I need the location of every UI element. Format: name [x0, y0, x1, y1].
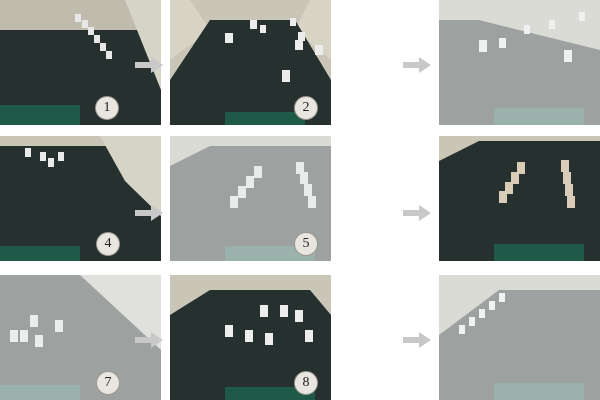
scene-frame-6: [439, 136, 600, 261]
scene-frame-1: 1: [0, 0, 161, 125]
step-number-badge: 8: [294, 371, 318, 395]
room-scene: [439, 136, 600, 261]
room-scene: [439, 275, 600, 400]
step-number-badge: 7: [96, 371, 120, 395]
arrow-right-icon: [403, 205, 431, 221]
step-number-badge: 5: [294, 232, 318, 256]
scene-frame-5: 5: [170, 136, 331, 261]
room-scene: [0, 0, 161, 125]
scene-frame-4: 4: [0, 136, 161, 261]
scene-frame-9: [439, 275, 600, 400]
room-scene: [0, 136, 161, 261]
step-number-badge: 2: [294, 96, 318, 120]
step-number-badge: 4: [96, 232, 120, 256]
arrow-right-icon: [403, 57, 431, 73]
scene-frame-3: [439, 0, 600, 125]
step-number-badge: 1: [95, 96, 119, 120]
arrow-right-icon: [135, 57, 163, 73]
arrow-right-icon: [135, 332, 163, 348]
room-scene: [439, 0, 600, 125]
scene-frame-2: 2: [170, 0, 331, 125]
arrow-right-icon: [135, 205, 163, 221]
arrow-right-icon: [403, 332, 431, 348]
scene-frame-8: 8: [170, 275, 331, 400]
